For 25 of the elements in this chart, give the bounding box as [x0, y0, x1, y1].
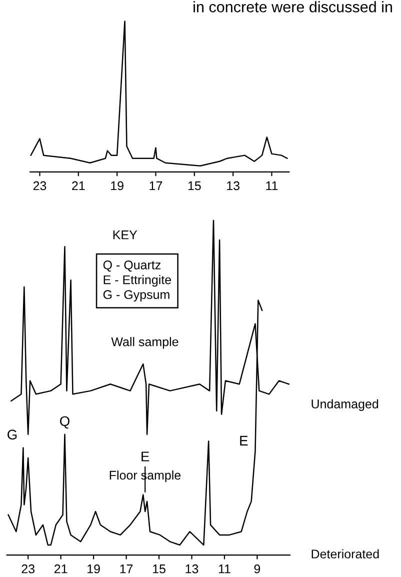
annotation: E: [142, 452, 150, 462]
x-tick-label: 17: [120, 564, 133, 574]
x-tick-label: 15: [188, 181, 201, 190]
x-tick-label: 13: [186, 564, 198, 574]
text: Undamaged: [312, 399, 378, 411]
x-tick-label: 23: [22, 564, 34, 574]
x-tick-label: 23: [33, 181, 46, 190]
x-tick-label: 13: [227, 181, 240, 190]
annotation: E: [240, 436, 248, 446]
x-tick-label: 9: [254, 564, 260, 574]
annotation: Q - Quartz E - Ettringite G - Gypsum: [103, 260, 172, 302]
text: Deteriorated: [312, 549, 379, 558]
x-tick-label: 11: [266, 181, 278, 190]
chart-title: in concrete were discussed in: [194, 1, 392, 12]
x-tick-label: 19: [111, 181, 124, 190]
x-tick-label: 15: [153, 564, 166, 574]
x-tick-label: 11: [218, 564, 230, 574]
x-tick-label: 19: [88, 564, 100, 574]
annotation: KEY: [113, 230, 138, 240]
series-label: Wall sample: [111, 337, 178, 349]
annotation: Q: [60, 416, 70, 429]
x-tick-label: 17: [150, 181, 162, 190]
annotation: G: [8, 430, 17, 440]
x-tick-label: 21: [54, 564, 68, 574]
x-tick-label: 21: [72, 181, 85, 190]
